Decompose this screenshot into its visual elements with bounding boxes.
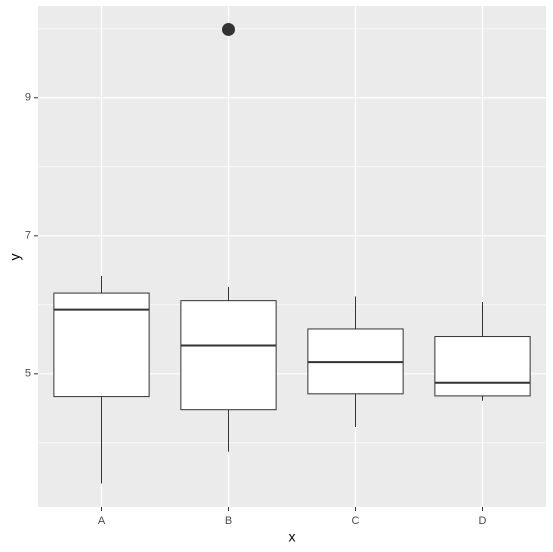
x-tick-label: A bbox=[98, 515, 106, 527]
panel bbox=[38, 6, 546, 507]
box bbox=[434, 336, 531, 397]
y-tick-label: 7 bbox=[25, 230, 31, 242]
x-tick-label: C bbox=[352, 515, 360, 527]
y-tick-label: 5 bbox=[25, 368, 31, 380]
x-tick-label: D bbox=[479, 515, 487, 527]
outlier bbox=[222, 22, 235, 36]
x-axis-title: x bbox=[289, 529, 296, 545]
box bbox=[53, 292, 150, 398]
y-tick-label: 9 bbox=[25, 92, 31, 104]
y-axis-title: y bbox=[7, 254, 23, 261]
box bbox=[180, 300, 277, 411]
x-tick-label: B bbox=[225, 515, 232, 527]
